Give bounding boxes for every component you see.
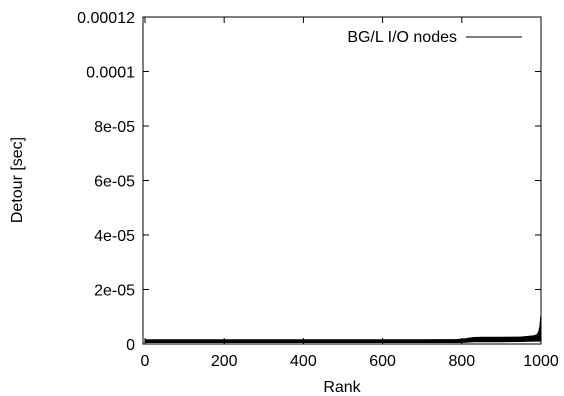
x-tick-label: 1000 xyxy=(523,353,559,370)
legend-label: BG/L I/O nodes xyxy=(347,29,457,46)
y-tick-label: 0.00012 xyxy=(77,10,135,27)
y-tick-label: 4e-05 xyxy=(94,228,135,245)
y-tick-label: 2e-05 xyxy=(94,283,135,300)
x-tick-label: 200 xyxy=(211,353,238,370)
plot-frame xyxy=(142,16,542,345)
y-axis-label: Detour [sec] xyxy=(9,137,26,223)
y-tick-label: 0 xyxy=(126,337,135,354)
x-tick-label: 400 xyxy=(290,353,317,370)
x-tick-label: 800 xyxy=(448,353,475,370)
y-tick-label: 0.0001 xyxy=(86,65,135,82)
x-tick-label: 600 xyxy=(369,353,396,370)
legend: BG/L I/O nodes xyxy=(347,29,522,46)
data-layer xyxy=(144,316,542,344)
series-band-0 xyxy=(144,316,541,344)
x-tick-label: 0 xyxy=(141,353,150,370)
x-axis-label: Rank xyxy=(323,379,361,396)
y-tick-label: 6e-05 xyxy=(94,174,135,191)
axis-ticks: 0 200 400 600 800 1000 0 2e-05 4e-05 6e-05 8e-05 0.… xyxy=(77,10,559,370)
y-tick-label: 8e-05 xyxy=(94,119,135,136)
